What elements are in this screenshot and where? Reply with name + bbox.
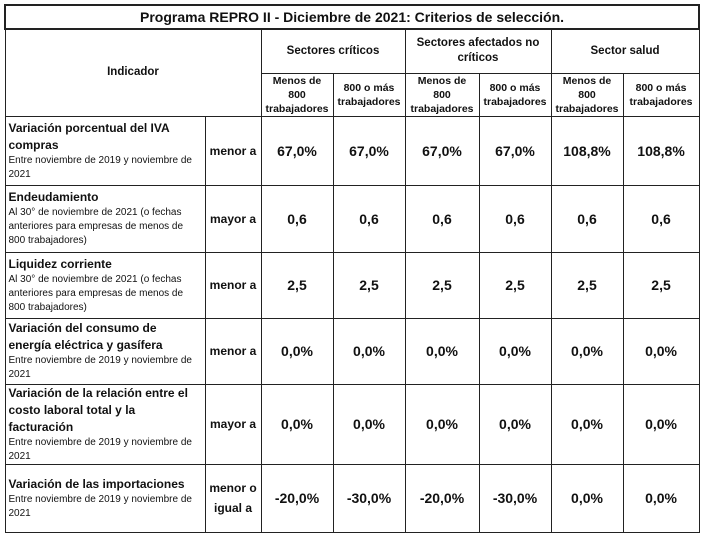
value-cell: 0,0% [478,383,552,465]
data-row: Endeudamiento Al 30° de noviembre de 2021… [4,184,700,253]
value-cell: 0,0% [550,463,624,533]
value-cell: 0,0% [404,383,480,465]
indicator-name: Variación porcentual del IVA compras [8,120,170,152]
indicator-cell: Variación de la relación entre el costo … [4,383,206,465]
indicator-cell: Variación de las importaciones Entre novi… [4,463,206,533]
value-cell: 2,5 [550,251,624,319]
indicator-note: Entre noviembre de 2019 y noviembre de 2… [8,436,192,462]
data-row: Variación del consumo de energía eléctri… [4,317,700,385]
criteria-table: Programa REPRO II - Diciembre de 2021: C… [3,4,701,533]
indicator-cell: Variación porcentual del IVA compras Entr… [4,115,206,186]
value-cell: 0,6 [622,184,700,253]
value-cell: 0,6 [260,184,334,253]
value-cell: 67,0% [332,115,406,186]
indicator-note: Entre noviembre de 2019 y noviembre de 2… [8,493,192,519]
indicator-name: Liquidez corriente [8,256,112,271]
value-cell: 0,0% [550,383,624,465]
value-cell: 0,6 [478,184,552,253]
value-cell: 2,5 [478,251,552,319]
value-cell: 0,0% [332,383,406,465]
value-cell: 108,8% [550,115,624,186]
value-cell: 0,6 [332,184,406,253]
value-cell: 67,0% [404,115,480,186]
group-header: Sectores críticos [260,28,406,74]
column-header: 800 o más trabajadores [622,72,700,117]
value-cell: -20,0% [404,463,480,533]
page: {"table": { "title": "Programa REPRO II … [3,4,701,533]
group-row: Indicador Sectores críticos Sectores afect… [4,28,700,117]
value-cell: 2,5 [260,251,334,319]
indicator-note: Entre noviembre de 2019 y noviembre de 2… [8,355,192,380]
indicator-name: Endeudamiento [8,190,99,204]
table-title: Programa REPRO II - Diciembre de 2021: C… [3,4,701,30]
comparator: mayor a [204,383,262,465]
indicator-name: Variación del consumo de energía eléctri… [8,321,163,352]
comparator: menor a [204,251,262,319]
title-row: Programa REPRO II - Diciembre de 2021: C… [3,4,701,30]
indicator-note: Al 30° de noviembre de 2021 (o fechas an… [8,207,184,246]
value-cell: 0,0% [260,317,334,385]
value-cell: 0,0% [404,317,480,385]
comparator: mayor a [204,184,262,253]
indicator-note: Al 30° de noviembre de 2021 (o fechas an… [8,273,184,313]
value-cell: 0,6 [550,184,624,253]
group-header: Sectores afectados no críticos [404,28,552,74]
indicator-cell: Liquidez corriente Al 30° de noviembre de… [4,251,206,319]
column-header: 800 o más trabajadores [478,72,552,117]
column-header: Menos de 800 trabajadores [404,72,480,117]
value-cell: -30,0% [332,463,406,533]
comparator: menor a [204,115,262,186]
indicator-name: Variación de la relación entre el costo … [8,385,188,434]
comparator: menor a [204,317,262,385]
indicator-note: Entre noviembre de 2019 y noviembre de 2… [8,154,192,180]
value-cell: -20,0% [260,463,334,533]
value-cell: 0,0% [478,317,552,385]
value-cell: 0,0% [260,383,334,465]
comparator: menor o igual a [204,463,262,533]
value-cell: 0,0% [332,317,406,385]
data-row: Variación porcentual del IVA compras Entr… [4,115,700,186]
data-row: Variación de la relación entre el costo … [4,383,700,465]
value-cell: 2,5 [622,251,700,319]
indicator-cell: Endeudamiento Al 30° de noviembre de 2021… [4,184,206,253]
value-cell: 108,8% [622,115,700,186]
value-cell: 67,0% [260,115,334,186]
value-cell: 67,0% [478,115,552,186]
column-header: Menos de 800 trabajadores [550,72,624,117]
value-cell: 2,5 [404,251,480,319]
value-cell: 0,0% [550,317,624,385]
indicator-name: Variación de las importaciones [8,476,185,491]
value-cell: 0,0% [622,317,700,385]
column-header: 800 o más trabajadores [332,72,406,117]
value-cell: -30,0% [478,463,552,533]
value-cell: 0,0% [622,463,700,533]
subheader-row: Menos de 800 trabajadores 800 o más traba… [5,72,700,117]
indicator-header: Indicador [4,28,262,117]
indicator-cell: Variación del consumo de energía eléctri… [4,317,206,385]
data-row: Liquidez corriente Al 30° de noviembre de… [4,251,700,319]
data-row: Variación de las importaciones Entre novi… [4,463,700,533]
column-header: Menos de 800 trabajadores [260,72,334,117]
value-cell: 0,0% [622,383,700,465]
table-body: Programa REPRO II - Diciembre de 2021: C… [3,4,701,533]
group-header: Sector salud [550,28,700,74]
value-cell: 2,5 [332,251,406,319]
value-cell: 0,6 [404,184,480,253]
